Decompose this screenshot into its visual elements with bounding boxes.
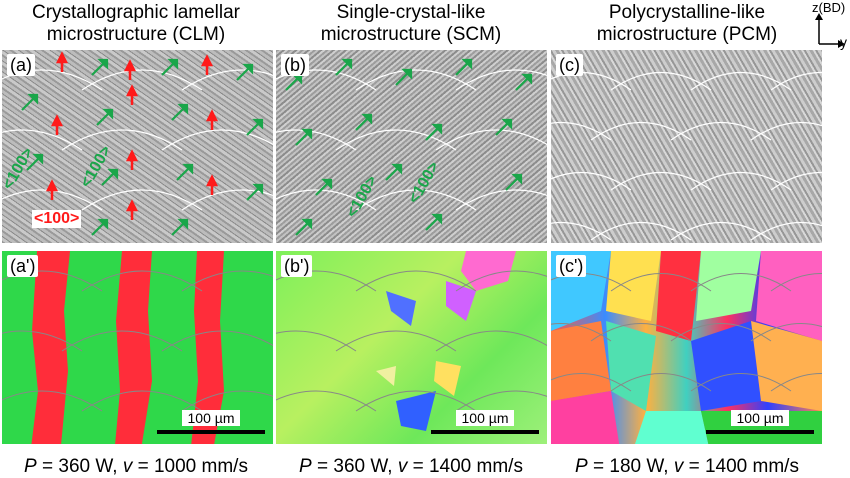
title-line1: Crystallographic lamellar <box>31 2 241 23</box>
caption-v-symbol: v <box>673 456 684 477</box>
melt-pool-boundaries <box>551 72 822 241</box>
caption-p-symbol: P <box>24 456 37 477</box>
panel-label-a-prime: (a') <box>7 255 39 277</box>
ebsd-orientation-map <box>276 251 547 431</box>
caption-p-symbol: P <box>299 456 312 477</box>
title-line1: Single-crystal-like <box>336 2 486 23</box>
melt-pool-boundaries <box>276 58 547 236</box>
caption-p-value: = 180 W, <box>587 456 674 477</box>
title-line2: microstructure (PCM) <box>596 24 778 45</box>
title-line2: microstructure (CLM) <box>46 24 226 45</box>
column-title-pcm: Polycrystalline-like microstructure (PCM… <box>551 2 823 46</box>
sem-panel-a: (a) <100> <100> <100> <box>2 50 273 243</box>
scale-bar-line <box>431 430 539 434</box>
scale-bar: 100 µm <box>706 410 814 434</box>
column-title-scm: Single-crystal-like microstructure (SCM) <box>275 2 547 46</box>
red-100-annotation: <100> <box>32 210 82 228</box>
caption-p-value: = 360 W, <box>36 456 123 477</box>
caption-scm: P = 360 W, v = 1400 mm/s <box>275 456 547 478</box>
caption-v-symbol: v <box>397 456 408 477</box>
axis-indicator: z(BD) y <box>810 0 850 52</box>
caption-v-symbol: v <box>122 456 133 477</box>
title-line2: microstructure (SCM) <box>320 24 502 45</box>
caption-v-value: = 1000 mm/s <box>132 456 248 477</box>
ebsd-panel-b: (b') 100 µm <box>276 251 547 444</box>
caption-pcm: P = 180 W, v = 1400 mm/s <box>551 456 823 478</box>
sem-panel-b: (b) <100> <100> <box>276 50 547 243</box>
ebsd-orientation-map <box>551 251 822 444</box>
axis-y-label: y <box>840 34 847 50</box>
caption-p-value: = 360 W, <box>311 456 398 477</box>
ebsd-orientation-map <box>2 251 273 444</box>
scale-bar: 100 µm <box>157 410 265 434</box>
melt-pool-boundaries <box>2 51 273 236</box>
axis-z-label: z(BD) <box>812 0 846 15</box>
caption-v-value: = 1400 mm/s <box>683 456 799 477</box>
scale-bar-label: 100 µm <box>181 410 241 426</box>
scale-bar-label: 100 µm <box>455 410 515 426</box>
scale-bar-line <box>706 430 814 434</box>
scale-bar: 100 µm <box>431 410 539 434</box>
column-title-clm: Crystallographic lamellar microstructure… <box>0 2 272 46</box>
caption-p-symbol: P <box>575 456 588 477</box>
ebsd-panel-c: (c') 100 µm <box>551 251 822 444</box>
ebsd-panel-a: (a') 100 µm <box>2 251 273 444</box>
caption-v-value: = 1400 mm/s <box>407 456 523 477</box>
panel-label-c-prime: (c') <box>556 255 587 277</box>
panel-label-a: (a) <box>7 54 35 76</box>
sem-panel-c: (c) <box>551 50 822 243</box>
panel-label-c: (c) <box>556 54 583 76</box>
title-line1: Polycrystalline-like <box>608 2 766 23</box>
scale-bar-line <box>157 430 265 434</box>
panel-label-b-prime: (b') <box>281 255 313 277</box>
caption-clm: P = 360 W, v = 1000 mm/s <box>0 456 272 478</box>
scale-bar-label: 100 µm <box>730 410 790 426</box>
panel-label-b: (b) <box>281 54 309 76</box>
axis-arrows-icon <box>815 13 845 48</box>
